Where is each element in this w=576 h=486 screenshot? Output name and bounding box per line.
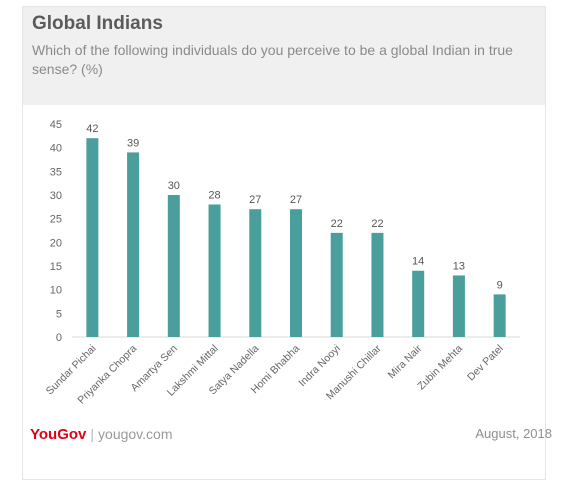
chart-card: Global Indians Which of the following in…	[22, 6, 546, 480]
y-tick-label: 35	[50, 166, 62, 178]
y-tick-label: 10	[50, 285, 62, 297]
data-label: 27	[249, 194, 261, 206]
x-tick-label: Dev Patel	[465, 343, 506, 384]
footer-url[interactable]: yougov.com	[98, 426, 173, 442]
y-tick-label: 45	[50, 119, 62, 131]
y-tick-label: 15	[50, 261, 62, 273]
bar[interactable]	[412, 270, 425, 337]
data-label: 14	[412, 256, 424, 268]
bar[interactable]	[371, 232, 384, 337]
bar[interactable]	[493, 294, 506, 337]
footer-brand: YouGov | yougov.com	[30, 426, 172, 443]
data-label: 27	[290, 194, 302, 206]
footer-date: August, 2018	[475, 426, 552, 441]
bar[interactable]	[249, 209, 262, 337]
data-label: 30	[168, 180, 180, 192]
y-tick-label: 30	[50, 190, 62, 202]
data-labels-group: 42 39 30 28 27 27 22 22 14 13 9	[86, 123, 502, 291]
bar[interactable]	[452, 275, 465, 337]
y-tick-label: 25	[50, 214, 62, 226]
bar[interactable]	[290, 209, 302, 337]
y-tick-label: 20	[50, 237, 62, 249]
bar[interactable]	[127, 152, 140, 337]
bar[interactable]	[86, 138, 99, 337]
yougov-logo: YouGov	[30, 426, 87, 443]
data-label: 39	[127, 137, 139, 149]
bar[interactable]	[167, 195, 180, 337]
chart-title: Global Indians	[32, 13, 163, 34]
bars-group	[86, 138, 506, 337]
bar[interactable]	[208, 204, 221, 337]
bar[interactable]	[330, 232, 343, 337]
data-label: 22	[371, 218, 383, 230]
footer-separator: |	[90, 426, 95, 442]
data-label: 22	[331, 218, 343, 230]
x-tick-label: Mira Nair	[386, 342, 425, 381]
y-axis: 0 5 10 15 20 25 30 35 40 45	[50, 119, 520, 344]
chart-subtitle: Which of the following individuals do yo…	[32, 42, 513, 77]
y-tick-label: 5	[56, 308, 62, 320]
y-tick-label: 0	[56, 332, 62, 344]
chart-header: Global Indians Which of the following in…	[23, 7, 545, 105]
y-tick-label: 40	[50, 143, 62, 155]
data-label: 42	[86, 123, 98, 135]
data-label: 13	[453, 260, 465, 272]
data-label: 28	[208, 189, 220, 201]
data-label: 9	[497, 279, 503, 291]
